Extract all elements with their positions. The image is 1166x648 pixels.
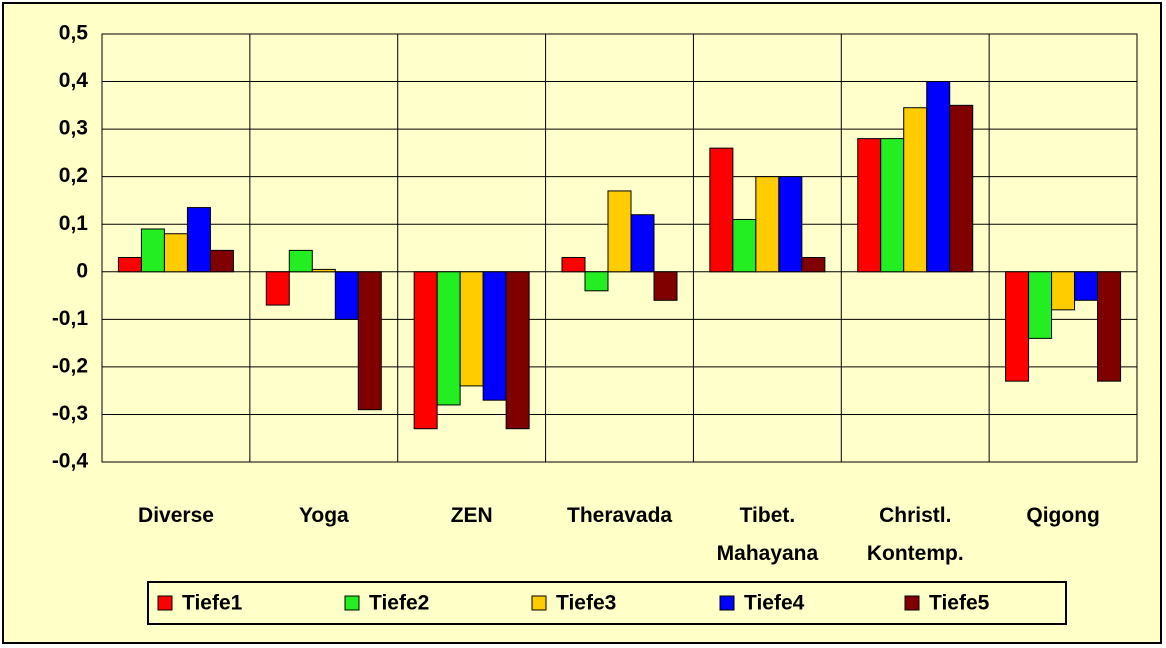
bar bbox=[630, 214, 655, 273]
bar bbox=[482, 271, 507, 401]
bar bbox=[334, 271, 359, 320]
bar bbox=[1051, 271, 1076, 311]
bar bbox=[584, 271, 609, 292]
bar bbox=[561, 257, 586, 273]
bar bbox=[1028, 271, 1053, 339]
legend-label: Tiefe5 bbox=[929, 592, 990, 615]
legend-swatch bbox=[904, 595, 920, 611]
legend-swatch bbox=[719, 595, 735, 611]
bar bbox=[311, 268, 336, 273]
bar bbox=[357, 271, 382, 411]
x-tick-label: Yoga bbox=[298, 504, 349, 527]
bar bbox=[436, 271, 461, 406]
bar bbox=[505, 271, 530, 430]
bar bbox=[186, 207, 211, 273]
bar bbox=[1074, 271, 1099, 301]
bar bbox=[607, 190, 632, 273]
legend-label: Tiefe3 bbox=[556, 592, 616, 615]
y-tick-label: 0,3 bbox=[59, 117, 88, 140]
x-tick-label: Qigong bbox=[1026, 504, 1100, 527]
y-tick-label: 0,4 bbox=[59, 69, 89, 92]
legend-label: Tiefe2 bbox=[369, 592, 429, 615]
y-tick-label: 0,5 bbox=[59, 22, 89, 45]
bar bbox=[801, 257, 826, 273]
bar bbox=[732, 218, 757, 273]
bar bbox=[288, 249, 313, 273]
bar bbox=[949, 104, 974, 273]
y-tick-label: -0,4 bbox=[52, 450, 89, 473]
x-tick-label: Christl. Kontemp. bbox=[866, 504, 964, 565]
bar bbox=[778, 176, 803, 273]
y-tick-label: -0,3 bbox=[52, 402, 88, 425]
bar bbox=[653, 271, 678, 301]
x-tick-label: Theravada bbox=[567, 504, 673, 527]
x-tick-label: Diverse bbox=[138, 504, 214, 527]
bar bbox=[709, 147, 734, 273]
y-tick-label: -0,1 bbox=[52, 307, 89, 330]
y-tick-label: 0 bbox=[76, 259, 88, 282]
x-tick-label: ZEN bbox=[450, 504, 493, 527]
legend-swatch bbox=[157, 595, 173, 611]
bar bbox=[903, 107, 928, 273]
bar bbox=[163, 233, 188, 273]
legend-swatch bbox=[531, 595, 547, 611]
bar bbox=[209, 249, 234, 273]
bar bbox=[755, 176, 780, 273]
bar bbox=[880, 138, 905, 273]
bar bbox=[265, 271, 290, 306]
legend-swatch bbox=[344, 595, 360, 611]
y-tick-label: 0,2 bbox=[59, 164, 88, 187]
bar bbox=[1097, 271, 1122, 382]
bar bbox=[117, 257, 142, 273]
legend-label: Tiefe4 bbox=[744, 592, 805, 615]
legend-label: Tiefe1 bbox=[182, 592, 243, 615]
bar bbox=[140, 228, 165, 273]
bar bbox=[926, 81, 951, 273]
bar bbox=[413, 271, 438, 430]
bar bbox=[459, 271, 484, 387]
bar bbox=[1005, 271, 1030, 382]
bar bbox=[857, 138, 882, 273]
x-tick-label: Tibet. Mahayana bbox=[716, 504, 819, 565]
y-tick-label: 0,1 bbox=[59, 212, 89, 235]
y-tick-label: -0,2 bbox=[52, 354, 88, 377]
